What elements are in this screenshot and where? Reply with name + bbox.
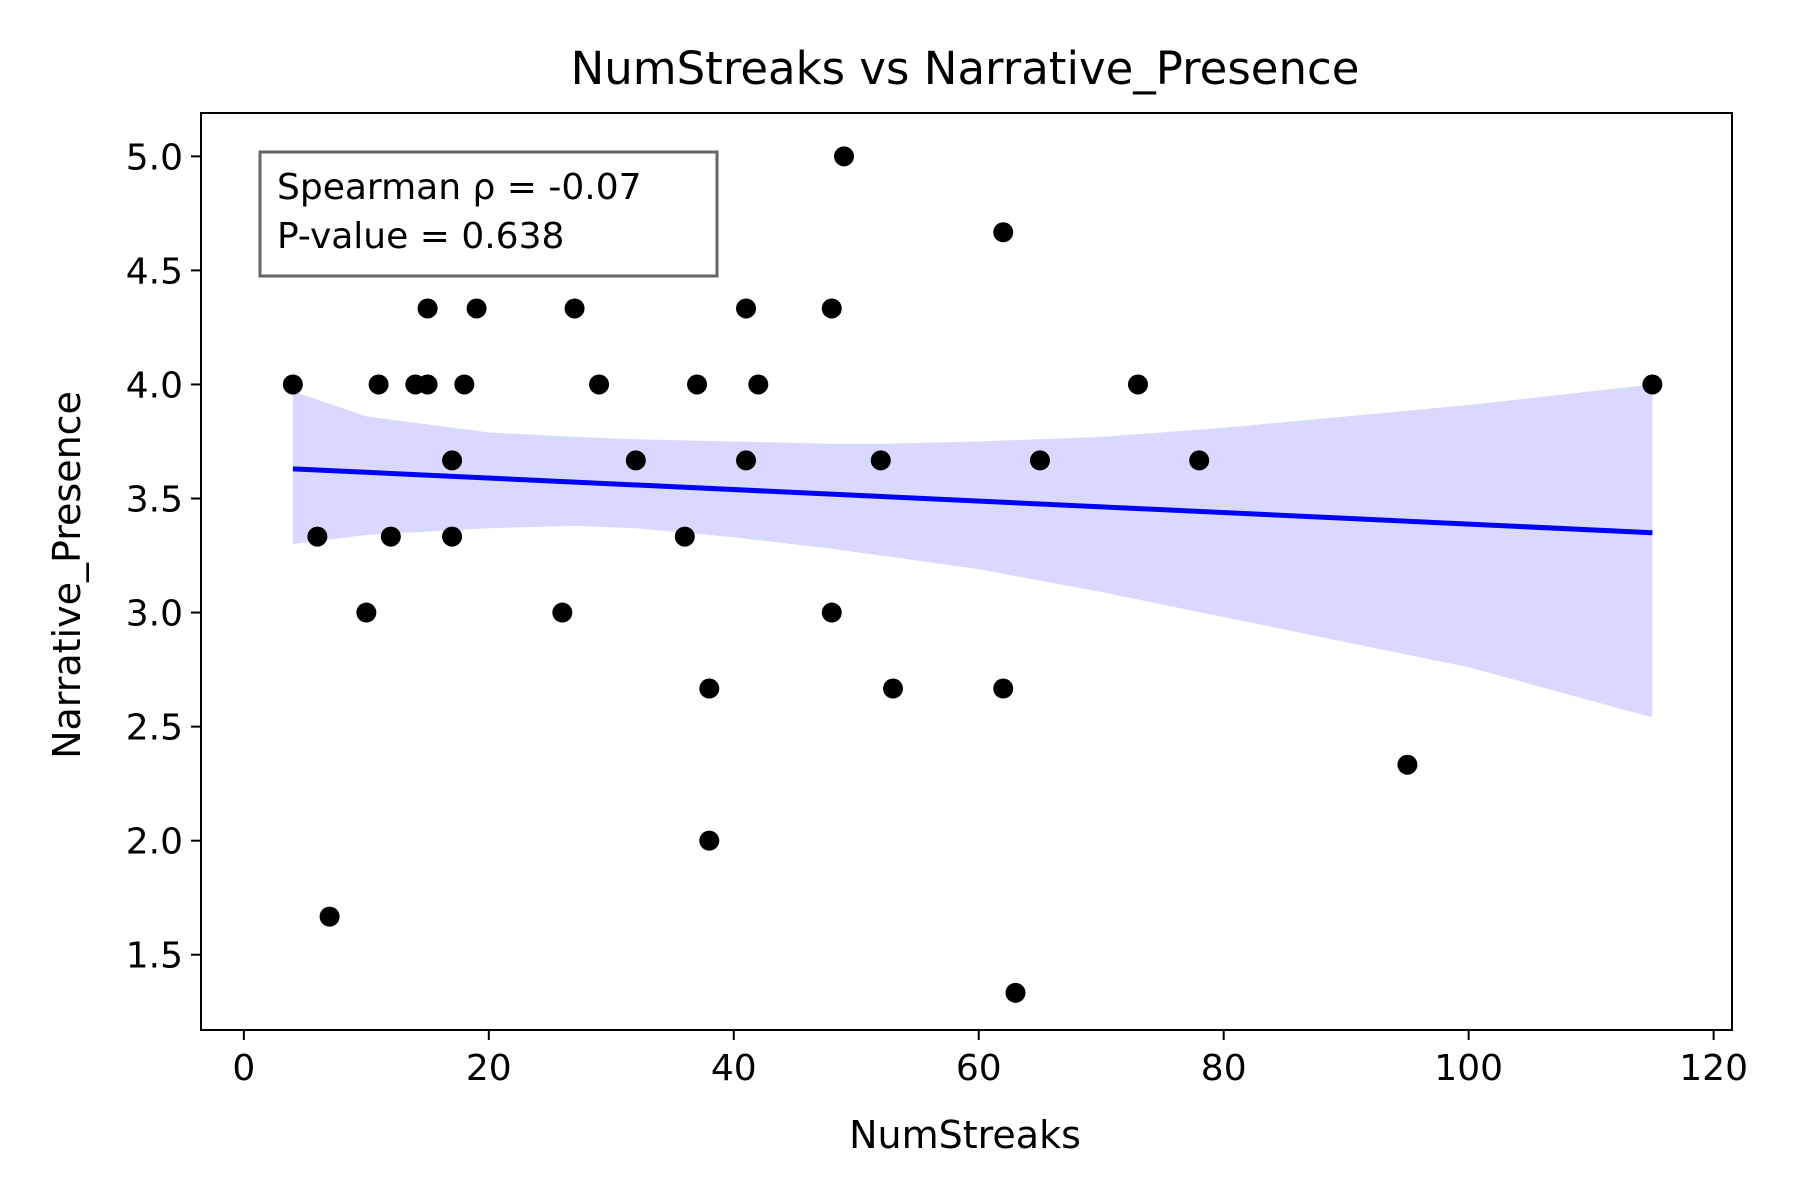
- x-axis-label: NumStreaks: [849, 1113, 1081, 1157]
- y-tick-label: 2.5: [126, 708, 183, 749]
- x-tick-label: 60: [956, 1048, 1002, 1089]
- x-tick-label: 80: [1201, 1048, 1247, 1089]
- data-point: [821, 602, 842, 623]
- data-point: [417, 298, 438, 319]
- data-point: [380, 526, 401, 547]
- y-tick-label: 3.0: [126, 594, 183, 635]
- data-point: [993, 678, 1014, 699]
- y-tick-label: 4.0: [126, 365, 183, 406]
- data-point: [870, 450, 891, 471]
- data-points-layer: [282, 146, 1663, 1003]
- x-tick-label: 20: [466, 1048, 512, 1089]
- data-point: [883, 678, 904, 699]
- data-point: [442, 450, 463, 471]
- plot-frame: [200, 112, 1733, 1031]
- y-tick-label: 2.0: [126, 822, 183, 863]
- data-point: [282, 374, 303, 395]
- data-point: [674, 526, 695, 547]
- y-tick-label: 5.0: [126, 137, 183, 178]
- data-point: [1029, 450, 1050, 471]
- data-point: [454, 374, 475, 395]
- data-point: [821, 298, 842, 319]
- y-tick-label: 4.5: [126, 251, 183, 292]
- data-point: [687, 374, 708, 395]
- data-point: [736, 298, 757, 319]
- data-point: [356, 602, 377, 623]
- data-point: [834, 146, 855, 167]
- x-tick-label: 100: [1434, 1048, 1503, 1089]
- data-point: [1397, 754, 1418, 775]
- data-point: [417, 374, 438, 395]
- confidence-band-layer: [292, 384, 1653, 718]
- confidence-band: [292, 384, 1653, 718]
- stats-annotation: Spearman ρ = -0.07 P-value = 0.638: [258, 150, 719, 278]
- axes-layer: 0 20 40 60 80 100 120 1.5 2.0 2.5 3.0 3.5 4.0 4.5 5.0: [126, 112, 1748, 1089]
- x-tick-label: 0: [232, 1048, 255, 1089]
- x-tick-label: 120: [1679, 1048, 1748, 1089]
- y-tick-label: 3.5: [126, 480, 183, 521]
- data-point: [736, 450, 757, 471]
- data-point: [466, 298, 487, 319]
- data-point: [368, 374, 389, 395]
- data-point: [307, 526, 328, 547]
- regression-line-layer: [292, 466, 1653, 536]
- data-point: [625, 450, 646, 471]
- p-value-text: P-value = 0.638: [277, 216, 564, 257]
- data-point: [552, 602, 573, 623]
- data-point: [1127, 374, 1148, 395]
- data-point: [442, 526, 463, 547]
- data-point: [1189, 450, 1210, 471]
- regression-line: [292, 466, 1653, 536]
- x-tick-label: 40: [711, 1048, 757, 1089]
- stats-annotation-border: [258, 150, 719, 278]
- data-point: [748, 374, 769, 395]
- data-point: [1642, 374, 1663, 395]
- y-axis-label: Narrative_Presence: [45, 391, 89, 759]
- spearman-text: Spearman ρ = -0.07: [277, 167, 642, 208]
- y-tick-label: 1.5: [126, 936, 183, 977]
- data-point: [564, 298, 585, 319]
- data-point: [589, 374, 610, 395]
- chart-title: NumStreaks vs Narrative_Presence: [571, 42, 1360, 95]
- data-point: [993, 222, 1014, 243]
- data-point: [699, 678, 720, 699]
- data-point: [699, 830, 720, 851]
- data-point: [319, 906, 340, 927]
- data-point: [1005, 982, 1026, 1003]
